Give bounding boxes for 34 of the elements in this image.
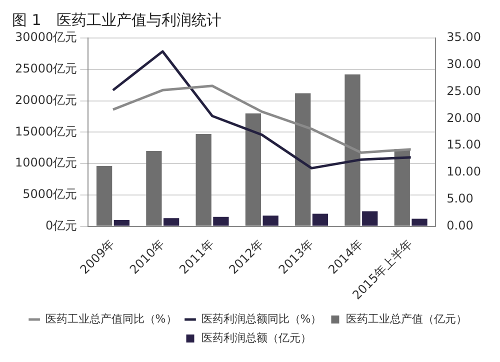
bar: [394, 149, 410, 226]
bar: [412, 218, 428, 226]
y2-tick-label: 10.00: [446, 164, 482, 179]
bar: [262, 216, 278, 226]
y-tick-label: 5000亿元: [22, 187, 78, 202]
bar: [164, 218, 180, 226]
bar: [114, 220, 130, 226]
legend-label: 医药工业总产值同比（%）: [45, 312, 177, 326]
bar: [344, 74, 360, 226]
y2-tick-label: 5.00: [446, 192, 474, 206]
y-tick-label: 0亿元: [46, 218, 78, 232]
bar: [312, 214, 328, 226]
y2-tick-label: 15.00: [446, 138, 482, 152]
y-tick-label: 10000亿元: [14, 156, 78, 170]
y-tick-label: 20000亿元: [14, 92, 78, 107]
y2-tick-label: 0.00: [446, 218, 474, 232]
y2-tick-label: 35.00: [446, 30, 482, 44]
y2-tick-label: 20.00: [446, 110, 482, 125]
bar: [146, 150, 162, 226]
bar: [96, 166, 112, 226]
legend-label: 医药利润总额同比（%）: [201, 312, 322, 326]
bar: [362, 211, 378, 226]
y2-tick-label: 25.00: [446, 84, 482, 98]
bar: [213, 216, 229, 226]
chart-title: 图 1 医药工业产值与利润统计: [12, 10, 222, 29]
bar: [295, 93, 311, 226]
y-tick-label: 25000亿元: [14, 62, 78, 76]
y2-tick-label: 30.00: [446, 57, 482, 72]
bar: [196, 134, 212, 226]
bar: [245, 113, 262, 226]
y-tick-label: 30000亿元: [14, 30, 78, 44]
legend-label: 医药利润总额（亿元）: [201, 331, 312, 344]
y-tick-label: 15000亿元: [14, 124, 78, 138]
legend-label: 医药工业总产值（亿元）: [346, 312, 468, 326]
